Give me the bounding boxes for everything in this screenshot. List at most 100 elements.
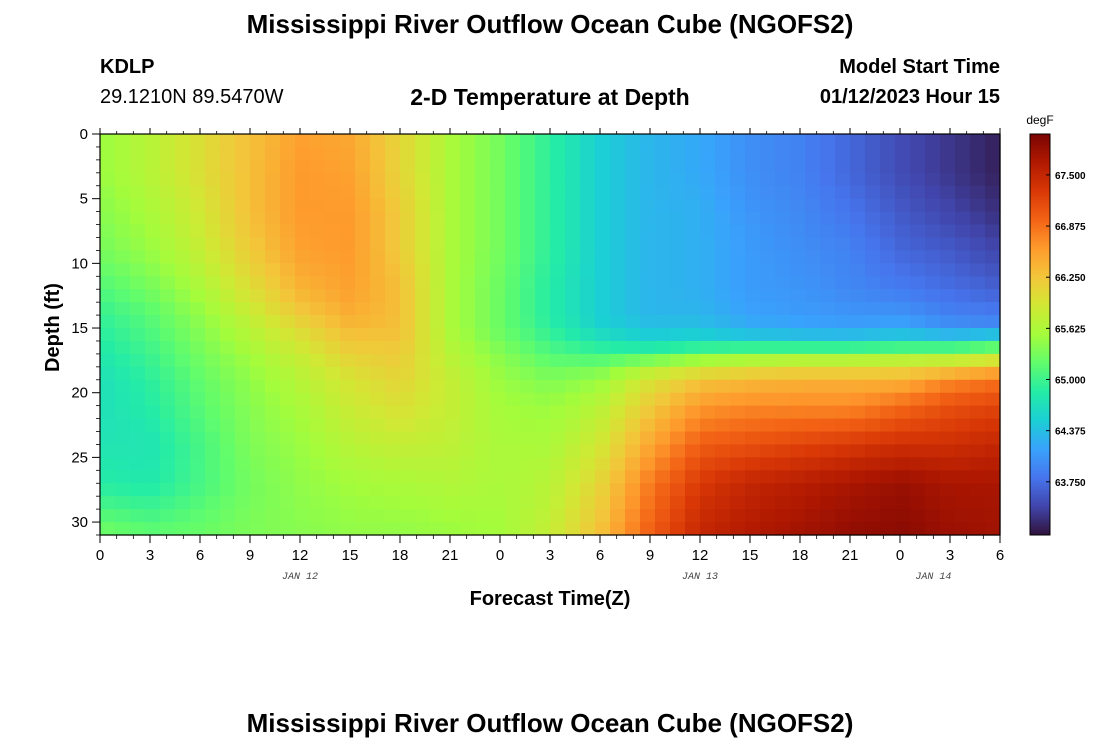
heatmap-cell	[295, 328, 311, 342]
heatmap-cell	[325, 276, 341, 290]
heatmap-cell	[220, 328, 236, 342]
heatmap-cell	[130, 483, 146, 497]
heatmap-cell	[370, 224, 386, 239]
heatmap-cell	[700, 211, 716, 226]
heatmap-cell	[880, 328, 896, 342]
heatmap-cell	[205, 483, 221, 497]
heatmap-cell	[610, 353, 626, 368]
heatmap-cell	[835, 224, 851, 239]
heatmap-cell	[460, 302, 476, 316]
heatmap-cell	[205, 392, 221, 407]
heatmap-cell	[505, 198, 521, 213]
heatmap-cell	[415, 237, 431, 252]
heatmap-cell	[895, 392, 911, 407]
heatmap-cell	[295, 315, 311, 329]
heatmap-cell	[730, 405, 746, 420]
heatmap-cell	[355, 444, 371, 458]
heatmap-cell	[970, 483, 986, 497]
heatmap-cell	[325, 431, 341, 446]
heatmap-cell	[520, 366, 536, 381]
heatmap-cell	[550, 263, 566, 277]
heatmap-cell	[805, 185, 821, 200]
heatmap-cell	[985, 211, 1001, 226]
heatmap-cell	[925, 159, 941, 174]
heatmap-cell	[790, 198, 806, 213]
heatmap-cell	[700, 496, 716, 510]
model-start-label: Model Start Time	[839, 56, 1000, 78]
heatmap-cell	[190, 340, 206, 355]
heatmap-cell	[370, 237, 386, 252]
heatmap-cell	[880, 379, 896, 394]
heatmap-cell	[250, 134, 266, 148]
heatmap-cell	[340, 134, 356, 148]
heatmap-cell	[190, 185, 206, 200]
heatmap-cell	[715, 483, 731, 497]
heatmap-cell	[655, 509, 671, 523]
heatmap-cell	[745, 224, 761, 239]
heatmap-cell	[640, 250, 656, 264]
heatmap-cell	[970, 289, 986, 303]
heatmap-cell	[685, 392, 701, 407]
heatmap-cell	[910, 172, 926, 187]
heatmap-cell	[280, 172, 296, 187]
heatmap-cell	[535, 250, 551, 264]
heatmap-cell	[655, 340, 671, 355]
heatmap-cell	[250, 496, 266, 510]
heatmap-cell	[940, 405, 956, 420]
heatmap-cell	[850, 185, 866, 200]
heatmap-cell	[760, 483, 776, 497]
heatmap-cell	[670, 146, 686, 161]
heatmap-cell	[535, 392, 551, 407]
heatmap-cell	[130, 353, 146, 368]
heatmap-cell	[610, 159, 626, 174]
heatmap-cell	[280, 483, 296, 497]
heatmap-cell	[790, 276, 806, 290]
heatmap-cell	[310, 392, 326, 407]
heatmap-cell	[145, 315, 161, 329]
heatmap-cell	[430, 315, 446, 329]
heatmap-cell	[430, 509, 446, 523]
heatmap-cell	[580, 418, 596, 433]
heatmap-cell	[415, 392, 431, 407]
heatmap-cell	[910, 509, 926, 523]
heatmap-cell	[700, 353, 716, 368]
heatmap-cell	[535, 237, 551, 252]
heatmap-cell	[160, 302, 176, 316]
heatmap-cell	[310, 159, 326, 174]
heatmap-cell	[265, 172, 281, 187]
heatmap-cell	[535, 159, 551, 174]
heatmap-cell	[145, 457, 161, 471]
heatmap-cell	[775, 379, 791, 394]
heatmap-cell	[955, 134, 971, 148]
heatmap-cell	[145, 483, 161, 497]
heatmap-cell	[745, 289, 761, 303]
heatmap-cell	[820, 509, 836, 523]
heatmap-cell	[145, 289, 161, 303]
heatmap-cell	[835, 211, 851, 226]
heatmap-cell	[625, 496, 641, 510]
heatmap-cell	[250, 483, 266, 497]
heatmap-cell	[385, 483, 401, 497]
x-tick-label: 9	[646, 547, 654, 564]
heatmap-cell	[100, 483, 116, 497]
heatmap-cell	[415, 134, 431, 148]
heatmap-cell	[250, 172, 266, 187]
heatmap-cell	[280, 315, 296, 329]
heatmap-cell	[565, 146, 581, 161]
heatmap-cell	[805, 353, 821, 368]
heatmap-cell	[100, 509, 116, 523]
heatmap-cell	[955, 172, 971, 187]
heatmap-cell	[145, 431, 161, 446]
heatmap-cell	[805, 444, 821, 458]
heatmap-cell	[775, 353, 791, 368]
heatmap-cell	[475, 315, 491, 329]
heatmap-cell	[355, 172, 371, 187]
heatmap-cell	[505, 470, 521, 484]
heatmap-cell	[475, 444, 491, 458]
heatmap-cell	[190, 211, 206, 226]
heatmap-cell	[610, 211, 626, 226]
heatmap-cell	[505, 509, 521, 523]
heatmap-cell	[730, 211, 746, 226]
heatmap-cell	[820, 276, 836, 290]
heatmap-cell	[130, 418, 146, 433]
